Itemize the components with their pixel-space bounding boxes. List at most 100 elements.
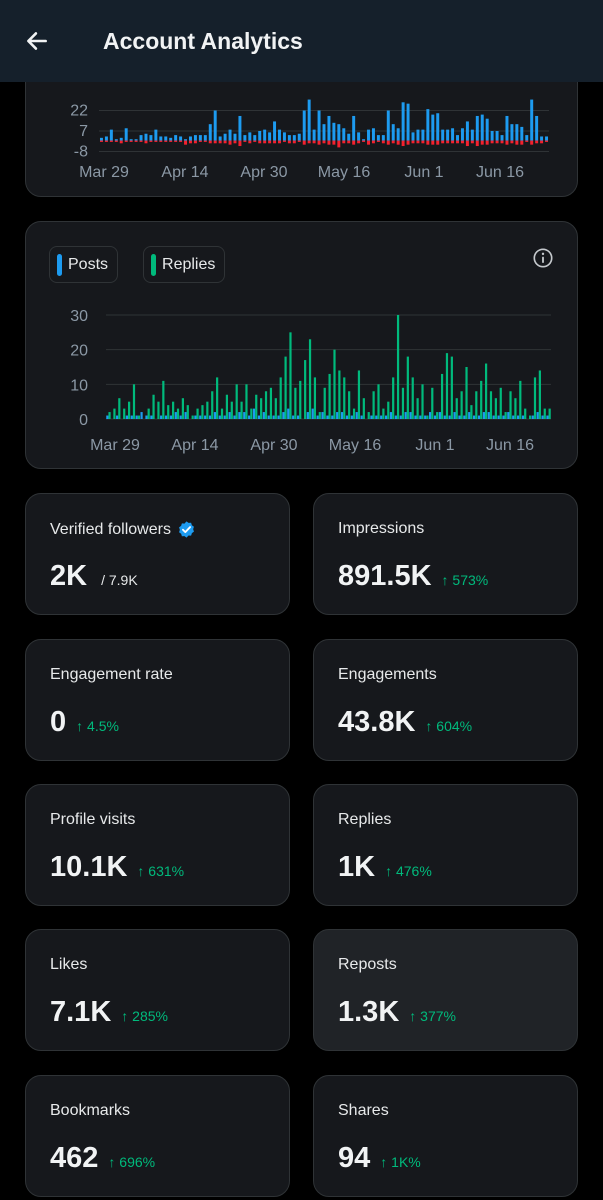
bar-negative — [198, 140, 202, 142]
back-button[interactable] — [0, 0, 78, 82]
bar-posts — [326, 415, 329, 419]
legend-replies-label: Replies — [162, 255, 216, 273]
bar-negative — [530, 140, 534, 145]
stat-value-row: 462 ↑ 696% — [50, 1142, 155, 1175]
stat-change: ↑ 285% — [121, 1008, 168, 1024]
bar-negative — [416, 140, 420, 144]
bar-posts — [384, 415, 388, 419]
bar-positive — [164, 136, 168, 141]
info-icon[interactable] — [532, 247, 554, 269]
bar-replies — [328, 373, 331, 419]
stat-value: 1.3K — [338, 996, 400, 1028]
bar-positive — [273, 121, 277, 141]
bar-positive — [540, 136, 544, 141]
bar-negative — [376, 140, 380, 142]
bar-positive — [500, 135, 504, 141]
bar-negative — [263, 140, 267, 144]
bar-replies — [450, 356, 453, 419]
stat-label: Verified followers — [50, 520, 196, 539]
x-tick-label: May 16 — [329, 437, 382, 454]
bar-replies — [387, 401, 390, 419]
bar-posts — [424, 415, 427, 419]
bar-posts — [160, 415, 163, 419]
bar-replies — [299, 380, 302, 419]
bar-negative — [282, 140, 286, 142]
stat-card-verified-followers[interactable]: Verified followers 2K / 7.9K — [25, 493, 290, 615]
bar-negative — [203, 140, 207, 142]
bar-replies — [181, 398, 184, 419]
stat-change: ↑ 4.5% — [76, 718, 119, 734]
bar-replies — [514, 398, 517, 419]
bar-negative — [332, 140, 336, 145]
bar-negative — [470, 140, 474, 144]
posts-replies-chart-card: Posts Replies 30 20 10 0 Mar 29 Apr 14 Apr 30 M… — [25, 221, 578, 469]
bar-positive — [480, 114, 484, 141]
bar-positive — [505, 115, 509, 141]
bar-positive — [184, 139, 188, 141]
bar-positive — [297, 133, 301, 141]
bar-replies — [421, 384, 424, 419]
bar-positive — [322, 124, 326, 141]
bar-positive — [307, 99, 311, 141]
bar-negative — [268, 140, 272, 144]
stat-card-impressions[interactable]: Impressions 891.5K ↑ 573% — [313, 493, 578, 615]
bar-negative — [312, 140, 316, 144]
bar-posts — [399, 415, 402, 419]
bar-replies — [128, 401, 131, 419]
page-title: Account Analytics — [103, 27, 303, 54]
bar-replies — [538, 370, 541, 419]
stat-card-reposts[interactable]: Reposts 1.3K ↑ 377% — [313, 929, 578, 1051]
bar-negative — [184, 140, 188, 145]
bar-posts — [277, 415, 280, 419]
stat-value: 0 — [50, 706, 67, 738]
bar-positive — [416, 129, 420, 141]
stat-card-shares[interactable]: Shares 94 ↑ 1K% — [313, 1075, 578, 1197]
bar-replies — [367, 412, 370, 419]
bar-negative — [179, 140, 183, 142]
bar-posts — [272, 415, 275, 419]
bar-positive — [460, 128, 464, 141]
y-tick-label: 30 — [70, 308, 88, 325]
bar-replies — [372, 391, 375, 419]
bar-replies — [524, 408, 527, 419]
stat-card-profile-visits[interactable]: Profile visits 10.1K ↑ 631% — [25, 784, 290, 906]
bar-positive — [233, 133, 237, 141]
bar-positive — [381, 135, 385, 141]
bar-posts — [458, 415, 461, 419]
bar-positive — [213, 110, 217, 141]
bar-posts — [536, 412, 539, 419]
bar-positive — [371, 128, 375, 141]
stat-card-engagements[interactable]: Engagements 43.8K ↑ 604% — [313, 639, 578, 761]
bar-negative — [287, 140, 291, 144]
posts-swatch — [57, 253, 62, 276]
bar-negative — [218, 140, 222, 144]
bar-negative — [302, 140, 306, 145]
bar-positive — [510, 124, 514, 141]
bar-posts — [321, 412, 324, 419]
bar-negative — [248, 140, 252, 144]
bar-positive — [475, 115, 479, 141]
bar-positive — [312, 129, 316, 141]
stat-card-replies[interactable]: Replies 1K ↑ 476% — [313, 784, 578, 906]
bar-negative — [129, 140, 133, 142]
stat-label: Profile visits — [50, 811, 136, 828]
stat-change: ↑ 696% — [108, 1154, 156, 1170]
bar-positive — [134, 139, 138, 141]
bar-posts — [414, 415, 417, 419]
legend-posts-toggle[interactable]: Posts — [49, 246, 119, 283]
legend-replies-toggle[interactable]: Replies — [143, 246, 226, 283]
bar-posts — [248, 415, 251, 419]
bar-negative — [386, 140, 390, 145]
stat-label: Engagement rate — [50, 666, 173, 683]
bar-posts — [267, 415, 270, 419]
bar-positive — [317, 110, 321, 141]
bar-positive — [465, 121, 469, 141]
stat-card-likes[interactable]: Likes 7.1K ↑ 285% — [25, 929, 290, 1051]
stat-card-bookmarks[interactable]: Bookmarks 462 ↑ 696% — [25, 1075, 290, 1197]
bar-negative — [342, 140, 346, 144]
bar-replies — [157, 401, 160, 419]
stat-card-engagement-rate[interactable]: Engagement rate 0 ↑ 4.5% — [25, 639, 290, 761]
bar-positive — [154, 129, 158, 141]
bar-negative — [436, 140, 440, 145]
bar-posts — [507, 412, 510, 419]
